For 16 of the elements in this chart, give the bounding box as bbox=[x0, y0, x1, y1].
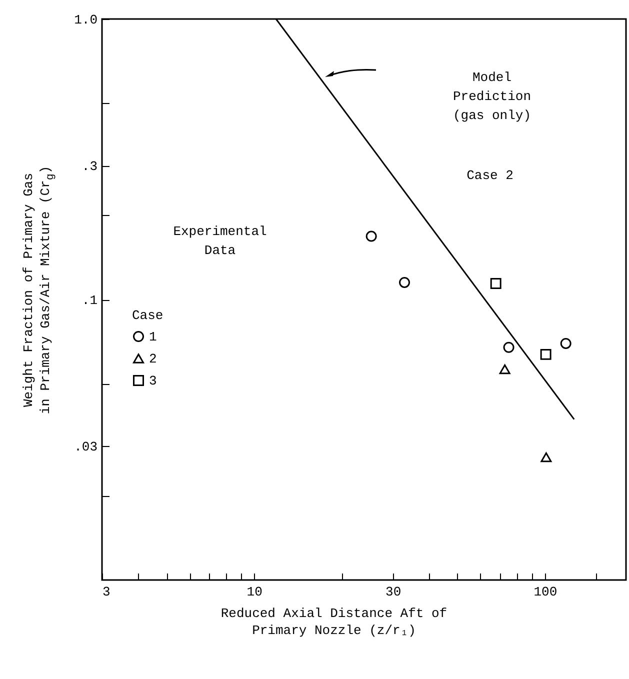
legend-label: 2 bbox=[149, 352, 157, 366]
annotation: Model Prediction (gas only) bbox=[452, 70, 532, 123]
y-tick-label: 1.0 bbox=[74, 12, 98, 28]
y-tick-label: .03 bbox=[74, 440, 98, 455]
x-tick-label: 3 bbox=[102, 584, 110, 600]
legend-label: 1 bbox=[149, 330, 157, 344]
x-tick-label: 10 bbox=[246, 584, 262, 600]
annotation: Case 2 bbox=[466, 168, 514, 183]
x-axis-title: Reduced Axial Distance Aft of Primary Nozzle (z/r₁) bbox=[220, 605, 448, 639]
y-tick-label: .1 bbox=[82, 293, 98, 308]
legend-title: Case bbox=[132, 308, 164, 323]
y-tick-label: .3 bbox=[82, 159, 98, 174]
x-tick-label: 30 bbox=[386, 584, 402, 600]
legend-label: 3 bbox=[149, 374, 157, 388]
annotation: Experimental Data bbox=[173, 224, 267, 258]
x-tick-label: 100 bbox=[534, 584, 558, 600]
